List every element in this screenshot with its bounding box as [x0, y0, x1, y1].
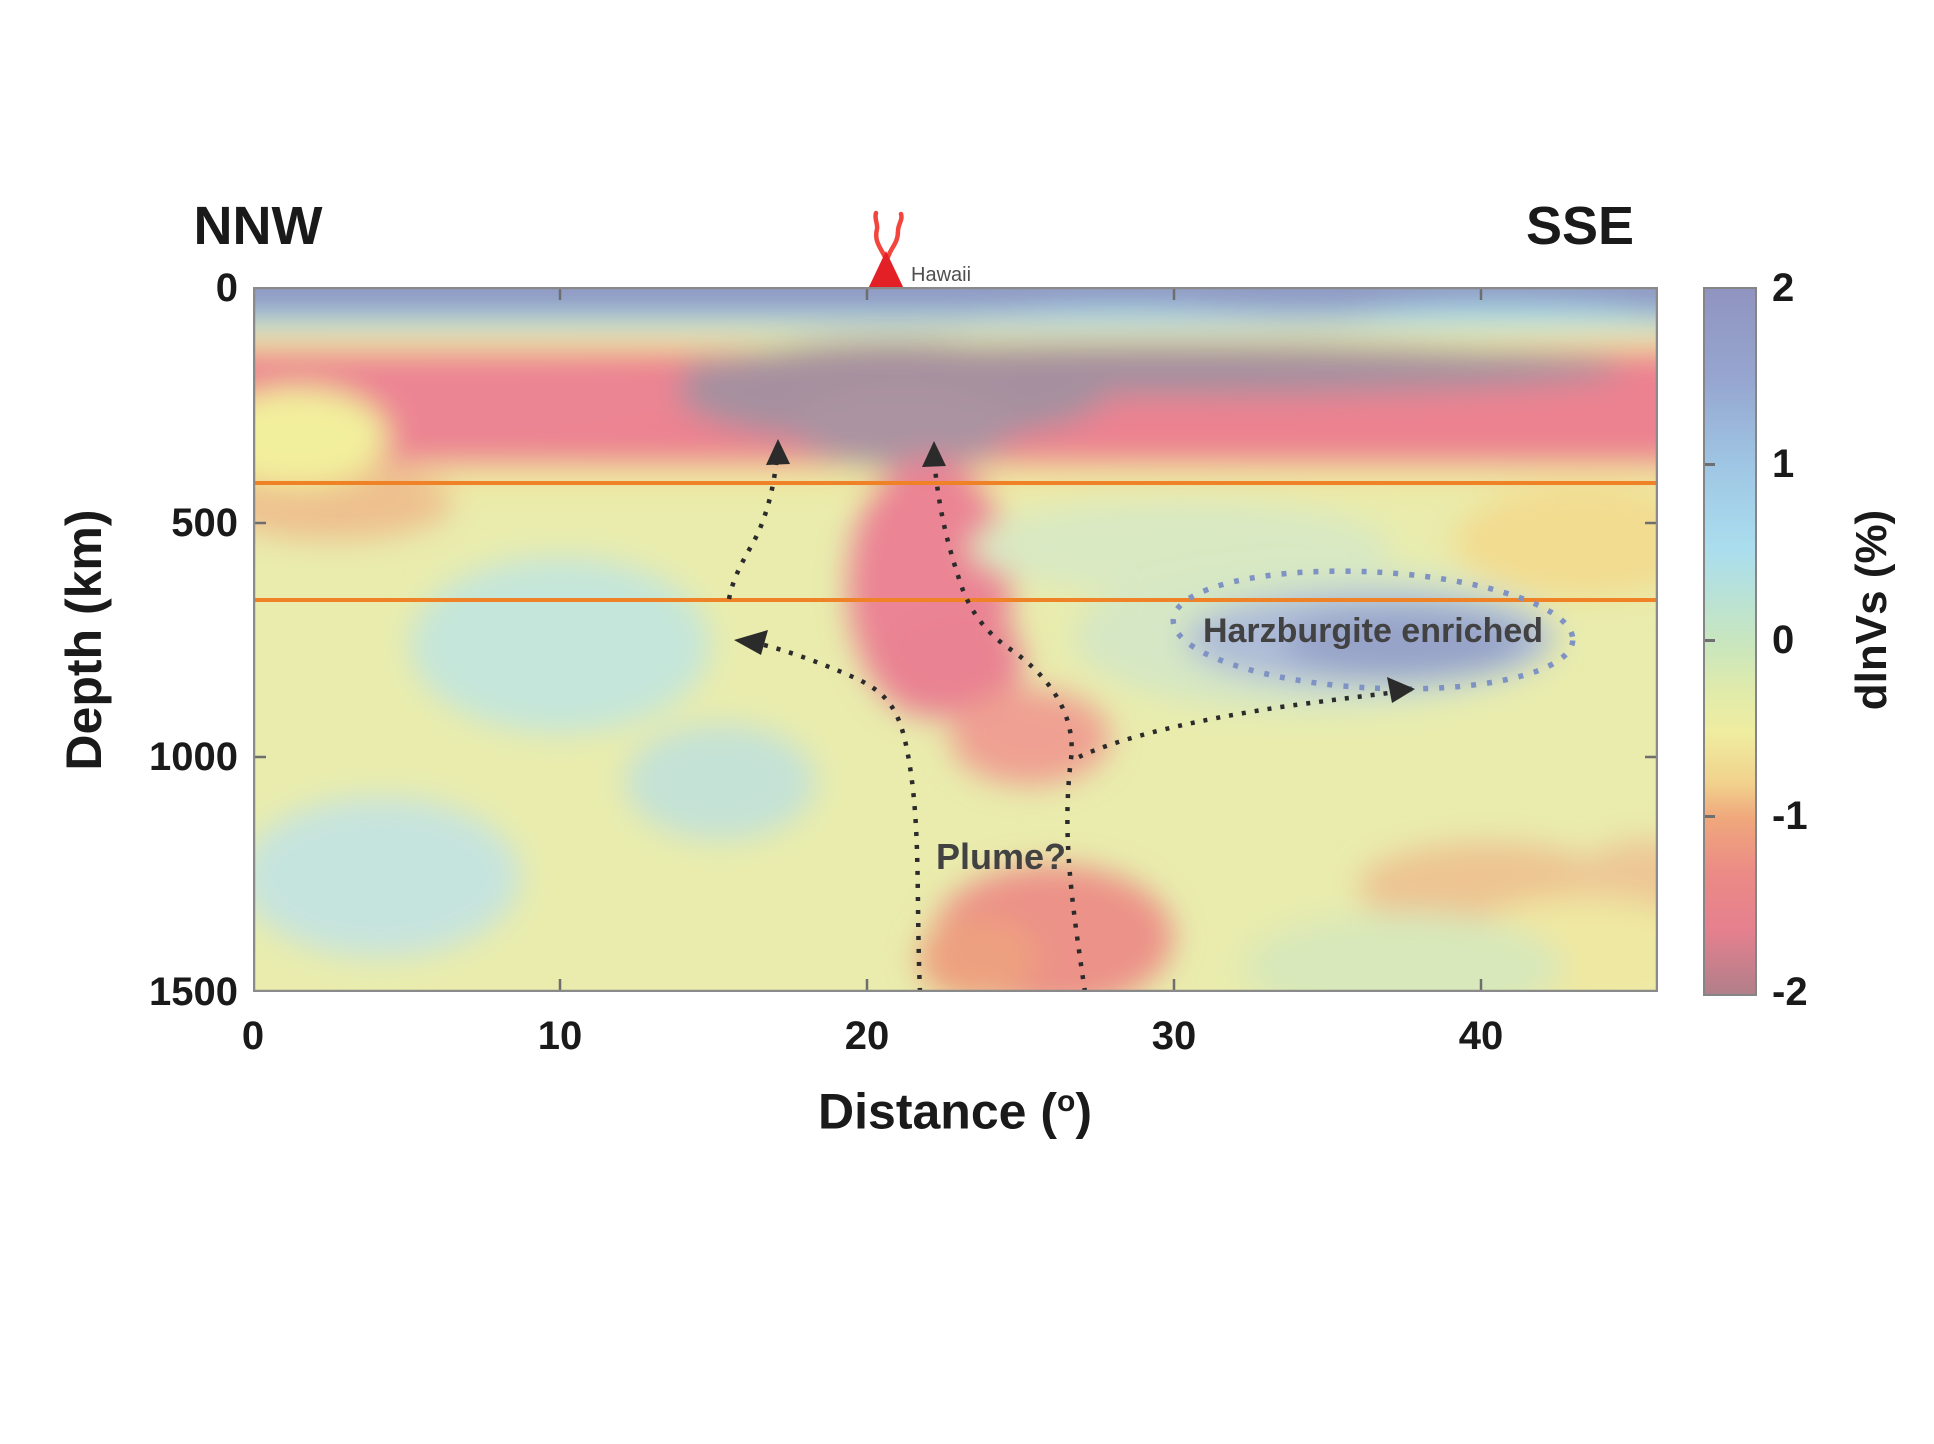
colorbar-tick-neg2: -2 [1772, 970, 1808, 1014]
tomography-panel: Harzburgite enriched Plume? [253, 287, 1658, 992]
plume-conduit-right-line [931, 458, 1088, 992]
x-axis-title: Distance (o) [705, 1072, 1205, 1140]
ytick-0: 0 [215, 266, 238, 310]
colorbar-tick-1: 1 [1772, 442, 1795, 486]
plume-conduit-left-line [759, 641, 923, 992]
volcano-marker: Hawaii [867, 210, 971, 291]
y-axis-title: Depth (km) [56, 509, 112, 771]
colorbar-tick-neg1: -1 [1772, 794, 1808, 838]
plume-label: Plume? [936, 836, 1066, 877]
xtick-0: 0 [241, 1014, 265, 1058]
volcano-label: Hawaii [911, 264, 971, 286]
colorbar-tick-0: 0 [1772, 618, 1795, 662]
xtick-10: 10 [537, 1014, 583, 1058]
harzburgite-arrow-line [1078, 689, 1398, 760]
arrowhead-left-icon [734, 630, 768, 655]
xtick-20: 20 [844, 1014, 890, 1058]
colorbar-tick-2: 2 [1772, 266, 1795, 310]
colorbar-tickmark-1 [1705, 463, 1715, 466]
harzburgite-label: Harzburgite enriched [1203, 612, 1543, 650]
plume-flow-arrows [726, 456, 1398, 992]
x-axis-title-prefix: Distance ( [818, 1083, 1057, 1140]
arrowhead-right-icon [1387, 677, 1415, 703]
eruption-squiggle-left-icon [873, 210, 888, 260]
colorbar-tickmark-0 [1705, 639, 1715, 642]
eruption-squiggle-right-icon [885, 211, 904, 260]
ytick-1500: 1500 [149, 970, 238, 1014]
xtick-40: 40 [1458, 1014, 1504, 1058]
volcano-triangle-icon [867, 251, 905, 291]
arrowhead-up-right-icon [922, 441, 946, 467]
ytick-500: 500 [171, 501, 238, 545]
colorbar-tickmark-neg1 [1705, 815, 1715, 818]
x-axis-title-suffix: ) [1075, 1083, 1092, 1140]
colorbar-title: dlnVs (%) [1847, 509, 1896, 711]
tomography-field [253, 287, 1658, 992]
plot-border [253, 287, 1658, 992]
direction-label-sse: SSE [1525, 196, 1635, 256]
ytick-1000: 1000 [149, 735, 238, 779]
arrowheads [734, 439, 1415, 703]
xtick-30: 30 [1151, 1014, 1197, 1058]
direction-label-nnw: NNW [193, 196, 323, 256]
x-axis-title-degree: o [1056, 1085, 1076, 1118]
arrowhead-up-left-icon [766, 439, 790, 465]
colorbar-gradient [1703, 287, 1757, 996]
